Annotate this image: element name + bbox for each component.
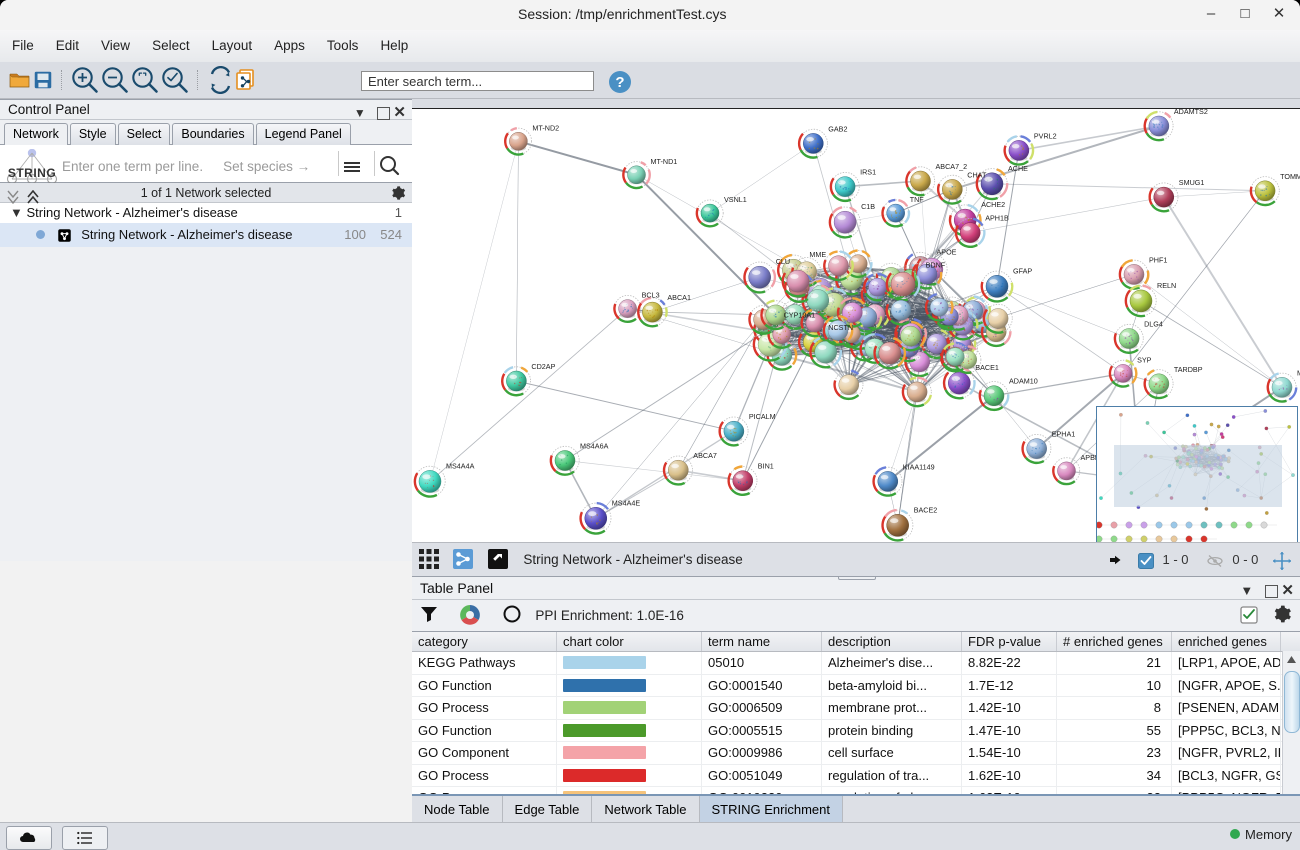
svg-text:TOMM40: TOMM40 xyxy=(1280,172,1300,181)
svg-text:SMUG1: SMUG1 xyxy=(1179,178,1205,187)
svg-text:PICALM: PICALM xyxy=(749,412,776,421)
svg-text:MS4A4A: MS4A4A xyxy=(446,461,475,470)
svg-text:ABCA7_2: ABCA7_2 xyxy=(936,162,968,171)
svg-text:?: ? xyxy=(615,74,624,91)
svg-text:CD2AP: CD2AP xyxy=(531,362,555,371)
svg-text:MS4A4E: MS4A4E xyxy=(612,498,641,507)
svg-text:GAB2: GAB2 xyxy=(828,124,847,133)
svg-text:APH1B: APH1B xyxy=(985,214,1009,223)
svg-text:ACHE: ACHE xyxy=(1008,164,1028,173)
svg-text:ABCA1: ABCA1 xyxy=(667,293,691,302)
svg-text:CYP19A1: CYP19A1 xyxy=(784,311,816,320)
svg-text:GFAP: GFAP xyxy=(1013,266,1032,275)
svg-text:C1B: C1B xyxy=(861,202,875,211)
svg-text:EPHA1: EPHA1 xyxy=(1052,430,1076,439)
svg-text:PHF1: PHF1 xyxy=(1149,255,1167,264)
svg-text:APOE: APOE xyxy=(937,248,957,257)
svg-text:MME: MME xyxy=(809,250,826,259)
svg-text:ADAMTS2: ADAMTS2 xyxy=(1174,108,1208,116)
svg-text:TNF: TNF xyxy=(910,195,925,204)
svg-text:PVRL2: PVRL2 xyxy=(1034,131,1057,140)
svg-text:KIAA1149: KIAA1149 xyxy=(903,462,935,471)
svg-text:IRS1: IRS1 xyxy=(860,168,876,177)
svg-text:MS4A6A: MS4A6A xyxy=(580,442,609,451)
svg-text:ADAM10: ADAM10 xyxy=(1009,377,1038,386)
svg-text:BACE2: BACE2 xyxy=(914,505,938,514)
svg-text:VSNL1: VSNL1 xyxy=(724,195,747,204)
svg-text:CHAT: CHAT xyxy=(967,170,987,179)
svg-text:ACHE2: ACHE2 xyxy=(981,200,1005,209)
svg-text:BDNF: BDNF xyxy=(926,260,946,269)
svg-text:ABCA7: ABCA7 xyxy=(693,451,717,460)
svg-text:DLG4: DLG4 xyxy=(1144,320,1163,329)
svg-text:RELN: RELN xyxy=(1157,281,1176,290)
svg-text:CLU: CLU xyxy=(776,257,790,266)
svg-text:NCSTN: NCSTN xyxy=(828,323,853,332)
svg-text:BIN1: BIN1 xyxy=(758,462,774,471)
svg-text:TARDBP: TARDBP xyxy=(1174,365,1203,374)
svg-text:SYP: SYP xyxy=(1137,355,1152,364)
svg-text:BACE1: BACE1 xyxy=(975,363,999,372)
svg-text:MT-ND1: MT-ND1 xyxy=(651,157,678,166)
svg-text:MT-ND2: MT-ND2 xyxy=(532,123,559,132)
svg-text:BCL3: BCL3 xyxy=(642,291,660,300)
